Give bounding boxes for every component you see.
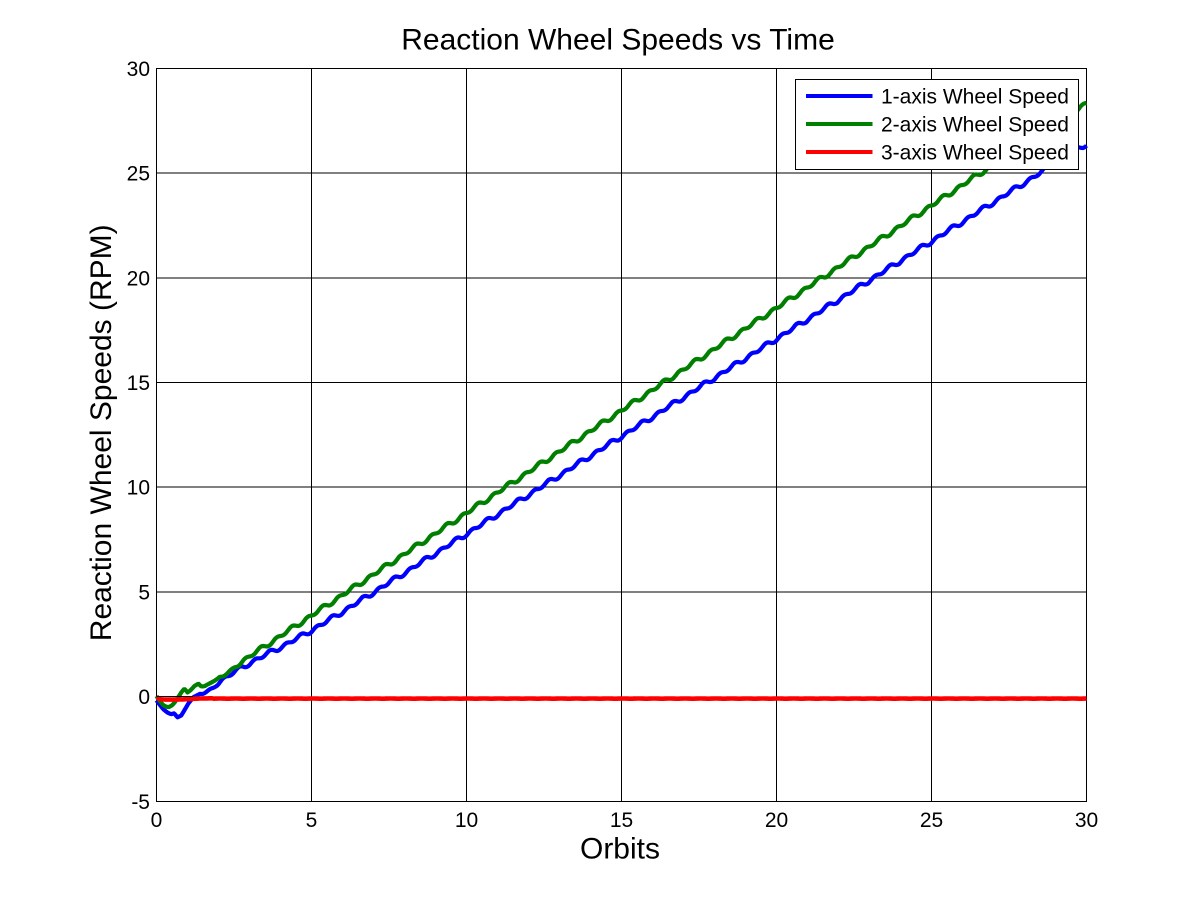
svg-text:25: 25 <box>127 163 150 186</box>
svg-text:2-axis Wheel Speed: 2-axis Wheel Speed <box>881 113 1069 136</box>
svg-text:30: 30 <box>127 58 150 81</box>
svg-text:15: 15 <box>127 372 150 395</box>
svg-text:0: 0 <box>138 686 150 709</box>
svg-text:10: 10 <box>455 809 478 832</box>
svg-text:25: 25 <box>920 809 943 832</box>
svg-text:20: 20 <box>127 267 150 290</box>
svg-text:Reaction Wheel Speeds vs Time: Reaction Wheel Speeds vs Time <box>401 24 835 57</box>
svg-text:30: 30 <box>1075 809 1098 832</box>
svg-text:Reaction Wheel Speeds (RPM): Reaction Wheel Speeds (RPM) <box>85 224 118 641</box>
svg-text:Orbits: Orbits <box>580 833 660 866</box>
svg-text:10: 10 <box>127 477 150 500</box>
svg-text:20: 20 <box>765 809 788 832</box>
svg-text:5: 5 <box>138 581 150 604</box>
svg-text:-5: -5 <box>131 791 150 814</box>
svg-text:15: 15 <box>610 809 633 832</box>
svg-text:3-axis Wheel Speed: 3-axis Wheel Speed <box>881 141 1069 164</box>
svg-text:5: 5 <box>306 809 318 832</box>
svg-text:1-axis Wheel Speed: 1-axis Wheel Speed <box>881 85 1069 108</box>
svg-text:0: 0 <box>151 809 163 832</box>
